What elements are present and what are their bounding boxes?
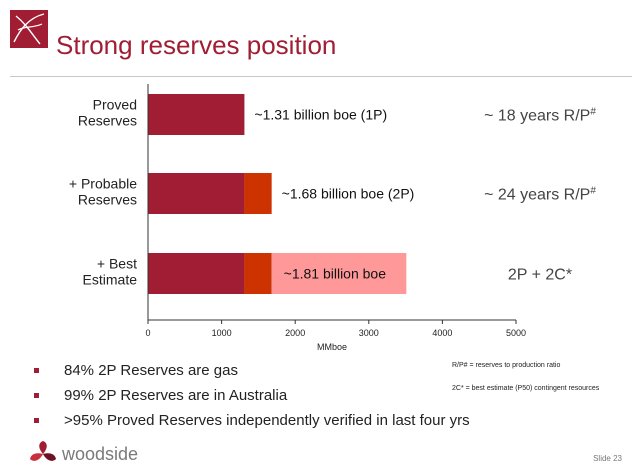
category-label-line: Reserves <box>78 192 137 208</box>
x-tick-label: 3000 <box>359 328 379 338</box>
woodside-petals-icon <box>30 441 56 461</box>
rp-label-text: ~ 24 years R/P <box>484 187 590 204</box>
rp-label-superscript: # <box>590 107 596 118</box>
bullet-item: 84% 2P Reserves are gas <box>34 358 470 383</box>
category-label-line: + Best <box>97 256 137 272</box>
bar-segment-2 <box>244 173 272 214</box>
bullet-list: 84% 2P Reserves are gas 99% 2P Reserves … <box>34 358 470 433</box>
bullet-text: 84% 2P Reserves are gas <box>64 362 238 379</box>
category-label-line: + Probable <box>69 176 137 192</box>
rp-label: ~ 24 years R/P# <box>484 186 596 204</box>
bar-segment-1 <box>148 94 245 135</box>
brand-logo-square <box>10 10 48 48</box>
category-label-line: Proved <box>93 97 137 113</box>
x-tick-label: 5000 <box>506 328 526 338</box>
rp-label-text: ~ 18 years R/P <box>484 108 590 125</box>
category-label-line: Reserves <box>78 113 137 129</box>
rp-label: ~ 18 years R/P# <box>484 107 596 125</box>
bullet-marker <box>34 418 39 423</box>
x-tick-label: 0 <box>145 328 150 338</box>
bullet-marker <box>34 368 39 373</box>
bar-data-label: ~1.68 billion boe (2P) <box>282 186 415 202</box>
x-axis-title: MMboe <box>317 342 347 352</box>
footnote-rp: R/P# = reserves to production ratio <box>452 362 561 369</box>
brand-swirl-icon <box>13 13 45 45</box>
woodside-wordmark: woodside <box>62 444 139 464</box>
title-divider <box>10 76 632 77</box>
bullet-text: 99% 2P Reserves are in Australia <box>64 387 288 404</box>
rp-label-superscript: # <box>590 186 596 197</box>
category-label: + Best Estimate <box>83 256 138 288</box>
x-tick-label: 1000 <box>212 328 232 338</box>
category-label: Proved Reserves <box>78 97 137 129</box>
category-label: + Probable Reserves <box>69 176 137 208</box>
bar-segment-1 <box>148 253 245 294</box>
x-tick-label: 2000 <box>285 328 305 338</box>
footer-logo: woodside <box>28 440 178 468</box>
footnote-2c: 2C* = best estimate (P50) contingent res… <box>452 385 600 392</box>
bullet-text: >95% Proved Reserves independently verif… <box>64 412 470 429</box>
x-tick-label: 4000 <box>432 328 452 338</box>
rp-label: 2P + 2C* <box>508 267 572 284</box>
bar-segment-2 <box>244 253 272 294</box>
slide-number: Slide 23 <box>593 454 622 463</box>
bar-data-label: ~1.31 billion boe (1P) <box>254 107 387 123</box>
bar-segment-3 <box>271 253 407 294</box>
category-label-line: Estimate <box>83 272 138 288</box>
footnotes: R/P# = reserves to production ratio 2C* … <box>452 359 599 405</box>
bar-data-label: ~1.81 billion boe <box>284 266 387 282</box>
bullet-item: >95% Proved Reserves independently verif… <box>34 408 470 433</box>
bullet-marker <box>34 393 39 398</box>
slide-title: Strong reserves position <box>56 30 337 60</box>
bar-segment-1 <box>148 173 245 214</box>
bullet-item: 99% 2P Reserves are in Australia <box>34 383 470 408</box>
rp-label-text: 2P + 2C* <box>508 267 572 284</box>
